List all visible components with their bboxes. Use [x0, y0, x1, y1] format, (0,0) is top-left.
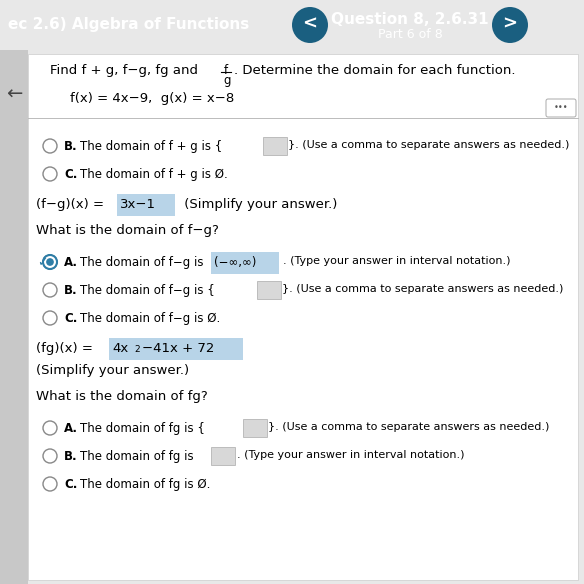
Circle shape — [43, 255, 57, 269]
Text: Question 8, 2.6.31: Question 8, 2.6.31 — [331, 12, 489, 26]
Text: The domain of f + g is {: The domain of f + g is { — [80, 140, 223, 153]
Text: A.: A. — [64, 256, 78, 269]
Text: The domain of f−g is Ø.: The domain of f−g is Ø. — [80, 312, 220, 325]
FancyBboxPatch shape — [109, 338, 243, 360]
Text: 3x−1: 3x−1 — [120, 198, 156, 211]
Text: (−∞,∞): (−∞,∞) — [214, 256, 256, 269]
FancyBboxPatch shape — [211, 252, 279, 274]
Text: A.: A. — [64, 422, 78, 435]
Text: 4x: 4x — [112, 342, 128, 355]
Circle shape — [43, 167, 57, 181]
Circle shape — [43, 255, 57, 269]
Text: . (Type your answer in interval notation.): . (Type your answer in interval notation… — [283, 256, 510, 266]
Circle shape — [492, 7, 528, 43]
Text: Part 6 of 8: Part 6 of 8 — [378, 27, 442, 40]
FancyBboxPatch shape — [28, 54, 578, 580]
Text: }. (Use a comma to separate answers as needed.): }. (Use a comma to separate answers as n… — [268, 422, 550, 432]
FancyBboxPatch shape — [546, 99, 576, 117]
Text: ✓: ✓ — [37, 256, 47, 269]
Text: The domain of fg is {: The domain of fg is { — [80, 422, 205, 435]
Text: g: g — [223, 74, 231, 87]
Text: The domain of f−g is {: The domain of f−g is { — [80, 284, 215, 297]
Text: B.: B. — [64, 284, 78, 297]
Text: >: > — [502, 15, 517, 33]
Circle shape — [292, 7, 328, 43]
FancyBboxPatch shape — [263, 137, 287, 155]
Text: (Simplify your answer.): (Simplify your answer.) — [36, 364, 189, 377]
Text: (fg)(x) =: (fg)(x) = — [36, 342, 97, 355]
Text: <: < — [303, 15, 318, 33]
Text: f: f — [224, 64, 228, 77]
Text: The domain of f−g is: The domain of f−g is — [80, 256, 203, 269]
Text: What is the domain of f−g?: What is the domain of f−g? — [36, 224, 219, 237]
Circle shape — [46, 258, 54, 266]
FancyBboxPatch shape — [0, 50, 28, 584]
Text: . Determine the domain for each function.: . Determine the domain for each function… — [234, 64, 516, 77]
Text: }. (Use a comma to separate answers as needed.): }. (Use a comma to separate answers as n… — [282, 284, 564, 294]
Circle shape — [43, 311, 57, 325]
Circle shape — [43, 477, 57, 491]
FancyBboxPatch shape — [117, 194, 175, 216]
Text: C.: C. — [64, 168, 77, 181]
Circle shape — [43, 449, 57, 463]
Text: Find f + g, f−g, fg and: Find f + g, f−g, fg and — [50, 64, 198, 77]
Text: The domain of f + g is Ø.: The domain of f + g is Ø. — [80, 168, 228, 181]
Text: ←: ← — [6, 85, 22, 103]
Text: What is the domain of fg?: What is the domain of fg? — [36, 390, 208, 403]
Text: C.: C. — [64, 312, 77, 325]
Text: 2: 2 — [134, 345, 140, 354]
Text: The domain of fg is Ø.: The domain of fg is Ø. — [80, 478, 210, 491]
Text: •••: ••• — [554, 103, 568, 113]
Text: −41x + 72: −41x + 72 — [142, 342, 214, 355]
Text: B.: B. — [64, 450, 78, 463]
Circle shape — [43, 283, 57, 297]
Text: }. (Use a comma to separate answers as needed.): }. (Use a comma to separate answers as n… — [288, 140, 569, 150]
Circle shape — [43, 421, 57, 435]
FancyBboxPatch shape — [211, 447, 235, 465]
Text: B.: B. — [64, 140, 78, 153]
Text: . (Type your answer in interval notation.): . (Type your answer in interval notation… — [237, 450, 464, 460]
Text: f(x) = 4x−9,  g(x) = x−8: f(x) = 4x−9, g(x) = x−8 — [70, 92, 234, 105]
Text: (Simplify your answer.): (Simplify your answer.) — [180, 198, 338, 211]
FancyBboxPatch shape — [257, 281, 281, 299]
Text: C.: C. — [64, 478, 77, 491]
FancyBboxPatch shape — [243, 419, 267, 437]
Text: (f−g)(x) =: (f−g)(x) = — [36, 198, 108, 211]
Text: The domain of fg is: The domain of fg is — [80, 450, 194, 463]
Text: ec 2.6) Algebra of Functions: ec 2.6) Algebra of Functions — [8, 18, 249, 33]
Circle shape — [43, 139, 57, 153]
